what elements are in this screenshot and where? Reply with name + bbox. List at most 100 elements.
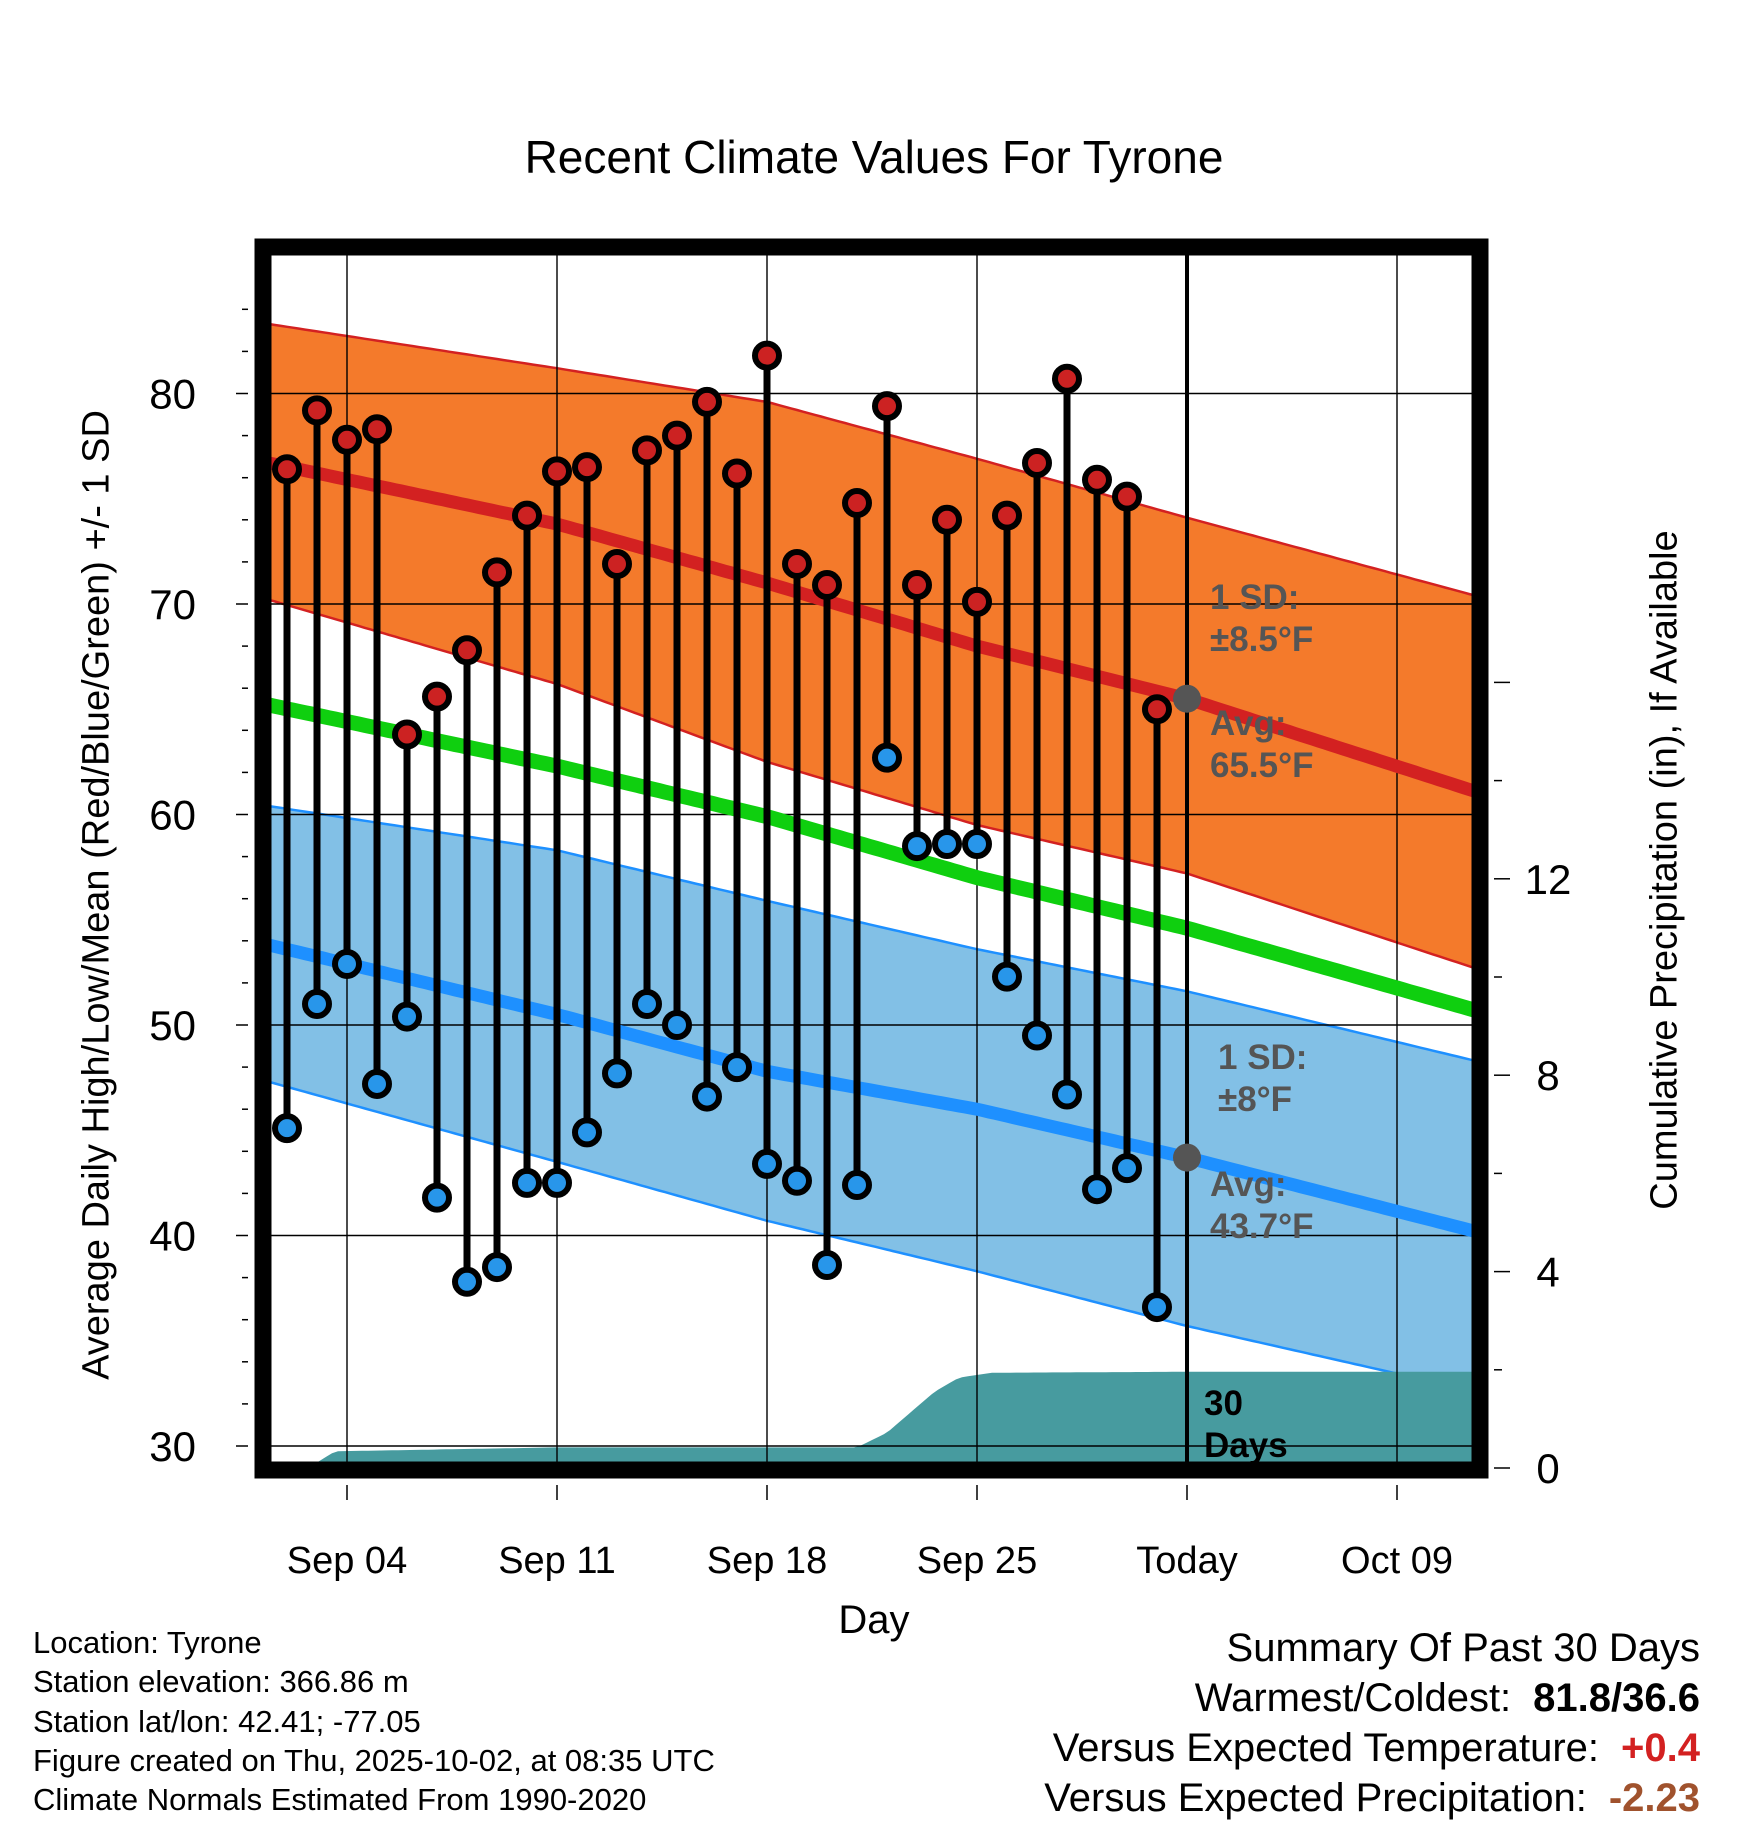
x-tick-label: Sep 11	[498, 1540, 616, 1582]
observed-low-point	[482, 1252, 512, 1283]
observed-low-point	[902, 831, 932, 862]
observed-low-point	[752, 1148, 782, 1179]
observed-low-point	[452, 1266, 482, 1297]
precip-window-annotation-line-1: Days	[1204, 1426, 1288, 1465]
y2-tick-label: 12	[1525, 856, 1572, 903]
today-high-avg-marker	[1173, 684, 1201, 713]
observed-high-point	[1142, 694, 1172, 725]
y-tick-label: 30	[149, 1423, 196, 1470]
observed-high-point	[572, 452, 602, 483]
observed-low-point	[392, 1001, 422, 1032]
location-text: Location: Tyrone	[33, 1625, 262, 1660]
low-sd-band	[269, 806, 1475, 1392]
x-tick-label: Sep 18	[707, 1540, 827, 1582]
warm-cold-label: Warmest/Coldest:	[1194, 1676, 1512, 1720]
observed-low-point	[332, 948, 362, 979]
observed-high-point	[962, 586, 992, 617]
precip-vs-expected-value: -2.23	[1608, 1776, 1700, 1820]
station-info: Location: Tyrone Station elevation: 366.…	[33, 1623, 715, 1819]
low-sd-annotation-line-1: ±8°F	[1218, 1080, 1292, 1119]
observed-low-point	[1052, 1079, 1082, 1110]
observed-low-point	[782, 1165, 812, 1196]
observed-high-point	[422, 681, 452, 712]
temp-vs-expected-value: +0.4	[1621, 1726, 1700, 1770]
summary-temp-row: Versus Expected Temperature: +0.4	[1044, 1723, 1700, 1773]
summary-panel: Summary Of Past 30 Days Warmest/Coldest:…	[1044, 1623, 1700, 1823]
y-tick-label: 80	[149, 371, 196, 418]
observed-low-point	[542, 1167, 572, 1198]
summary-precip-row: Versus Expected Precipitation: -2.23	[1044, 1773, 1700, 1823]
high-avg-annotation-line-1: 65.5°F	[1210, 746, 1314, 785]
high-avg-annotation-line-0: Avg:	[1210, 704, 1286, 743]
y-tick-label: 60	[149, 792, 196, 839]
observed-low-point	[722, 1052, 752, 1083]
observed-high-point	[662, 420, 692, 451]
observed-low-point	[632, 988, 662, 1019]
x-tick-label: Today	[1136, 1540, 1237, 1582]
observed-low-point	[932, 828, 962, 859]
y2-tick-label: 8	[1536, 1052, 1559, 1099]
high-sd-annotation-line-0: 1 SD:	[1210, 578, 1299, 617]
observed-low-point	[362, 1068, 392, 1099]
high-sd-band-upper-edge	[268, 322, 1476, 597]
observed-high-point	[782, 549, 812, 580]
observed-high-point	[842, 487, 872, 518]
y2-axis-label: Cumulative Precipitation (in), If Availa…	[1643, 530, 1686, 1210]
latlon-text: Station lat/lon: 42.41; -77.05	[33, 1703, 421, 1739]
high-sd-annotation-line-1: ±8.5°F	[1210, 620, 1313, 659]
observed-high-point	[932, 504, 962, 535]
observed-low-point	[512, 1167, 542, 1198]
precip-window-annotation-line-0: 30	[1204, 1384, 1243, 1423]
observed-low-point	[962, 828, 992, 859]
observed-low-point	[302, 988, 332, 1019]
observed-high-point	[272, 454, 302, 485]
observed-high-point	[452, 635, 482, 666]
observed-low-point	[692, 1081, 722, 1112]
created-text: Figure created on Thu, 2025-10-02, at 08…	[33, 1742, 715, 1778]
observed-low-point	[992, 961, 1022, 992]
normals-text: Climate Normals Estimated From 1990-2020	[33, 1782, 647, 1818]
x-tick-label: Sep 04	[287, 1540, 407, 1582]
observed-high-point	[602, 549, 632, 580]
warm-cold-value: 81.8/36.6	[1533, 1676, 1700, 1720]
observed-low-point	[1142, 1292, 1172, 1323]
observed-high-point	[542, 456, 572, 487]
observed-high-point	[302, 395, 332, 426]
observed-high-point	[722, 458, 752, 489]
x-tick-label: Sep 25	[917, 1540, 1037, 1582]
observed-high-point	[692, 386, 722, 417]
y2-tick-label: 4	[1536, 1249, 1559, 1296]
y-axis-label: Average Daily High/Low/Mean (Red/Blue/Gr…	[75, 410, 118, 1380]
observed-low-point	[1082, 1174, 1112, 1205]
observed-low-point	[272, 1113, 302, 1144]
today-low-avg-marker	[1173, 1143, 1201, 1172]
observed-low-point	[422, 1182, 452, 1213]
plot-frame	[254, 238, 1489, 1479]
observed-high-point	[902, 570, 932, 601]
observed-high-point	[482, 557, 512, 588]
observed-low-point	[872, 742, 902, 773]
observed-high-point	[1052, 363, 1082, 394]
observed-high-point	[392, 719, 422, 750]
observed-low-point	[662, 1010, 692, 1040]
observed-high-point	[362, 414, 392, 445]
chart-title: Recent Climate Values For Tyrone	[524, 131, 1224, 183]
observed-high-point	[1112, 481, 1142, 512]
observed-high-point	[1022, 447, 1052, 478]
observed-high-point	[332, 424, 362, 455]
precip-area	[308, 1371, 1475, 1468]
observed-low-point	[1022, 1020, 1052, 1051]
y-tick-label: 70	[149, 581, 196, 628]
observed-low-point	[812, 1249, 842, 1280]
observed-low-point	[602, 1058, 632, 1089]
x-axis-label: Day	[838, 1598, 910, 1642]
observed-high-point	[512, 500, 542, 531]
y-tick-label: 50	[149, 1002, 196, 1049]
elevation-text: Station elevation: 366.86 m	[33, 1664, 409, 1700]
observed-low-point	[1112, 1153, 1142, 1184]
observed-low-point	[572, 1117, 602, 1148]
observed-high-point	[992, 500, 1022, 531]
observed-low-point	[842, 1169, 872, 1200]
normal-high-line	[267, 456, 1477, 798]
